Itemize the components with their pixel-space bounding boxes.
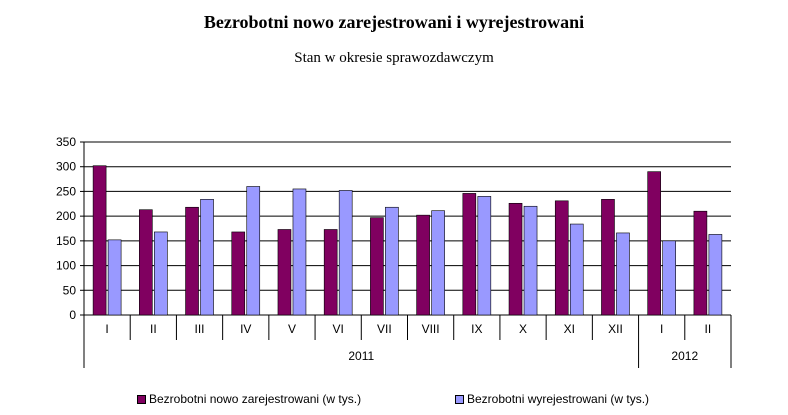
y-tick-label: 100 xyxy=(56,259,76,273)
x-tick-label: XI xyxy=(564,322,575,336)
bar-series2-10 xyxy=(569,223,584,316)
y-tick-label: 350 xyxy=(56,135,76,149)
legend-item-series1: Bezrobotni nowo zarejestrowani (w tys.) xyxy=(137,392,361,406)
chart-title: Bezrobotni nowo zarejestrowani i wyrejes… xyxy=(203,12,585,32)
legend-label-series2: Bezrobotni wyrejestrowani (w tys.) xyxy=(467,392,650,406)
bar-series1-8 xyxy=(462,193,477,316)
bar-series2-11 xyxy=(616,232,630,316)
x-tick-label: III xyxy=(195,322,205,336)
y-tick-label: 200 xyxy=(56,209,76,223)
group-label: 2011 xyxy=(348,349,374,363)
bar-series1-0 xyxy=(92,165,107,316)
bar-series2-7 xyxy=(431,210,445,316)
x-tick-label: IV xyxy=(240,322,251,336)
bar-series2-9 xyxy=(523,205,538,316)
x-tick-label: VIII xyxy=(422,322,440,336)
bar-series2-13 xyxy=(708,234,723,316)
x-tick-label: I xyxy=(105,322,108,336)
x-tick-label: II xyxy=(150,322,157,336)
bar-series1-13 xyxy=(693,210,708,316)
bar-series1-11 xyxy=(601,199,615,316)
bar-series2-4 xyxy=(292,188,307,316)
bar-series1-6 xyxy=(370,217,384,316)
x-tick-label: I xyxy=(660,322,663,336)
x-tick-label: VII xyxy=(377,322,392,336)
y-tick-label: 300 xyxy=(56,160,76,174)
bar-series2-2 xyxy=(200,199,214,316)
legend-swatch-series2 xyxy=(455,394,464,404)
bar-series2-8 xyxy=(477,196,492,316)
bar-series2-12 xyxy=(662,240,676,316)
bar-series1-12 xyxy=(647,171,661,316)
legend-swatch-series1 xyxy=(137,394,146,404)
bar-series2-3 xyxy=(246,186,261,316)
x-tick-label: X xyxy=(519,322,527,336)
y-tick-label: 50 xyxy=(63,283,77,297)
legend-item-series2: Bezrobotni wyrejestrowani (w tys.) xyxy=(455,392,649,406)
bar-series1-4 xyxy=(277,229,292,316)
y-tick-label: 150 xyxy=(56,234,76,248)
x-tick-label: IX xyxy=(471,322,482,336)
x-tick-label: VI xyxy=(333,322,344,336)
x-tick-label: II xyxy=(705,322,712,336)
bar-series1-7 xyxy=(416,214,430,316)
legend-label-series1: Bezrobotni nowo zarejestrowani (w tys.) xyxy=(149,392,362,406)
y-tick-label: 250 xyxy=(56,184,76,198)
group-label: 2012 xyxy=(671,349,698,363)
bar-series1-1 xyxy=(139,209,153,316)
legend: Bezrobotni nowo zarejestrowani (w tys.) … xyxy=(0,392,788,410)
x-tick-label: V xyxy=(288,322,296,336)
bar-series1-9 xyxy=(508,202,523,316)
y-tick-label: 0 xyxy=(69,308,76,322)
bar-series1-3 xyxy=(231,231,246,316)
bar-series2-1 xyxy=(154,231,168,316)
bar-series2-0 xyxy=(107,239,122,316)
bar-series1-2 xyxy=(185,206,199,316)
bar-series1-10 xyxy=(554,200,569,316)
bar-series2-5 xyxy=(338,190,353,316)
chart-subtitle: Stan w okresie sprawozdawczym xyxy=(294,50,494,66)
bar-series2-6 xyxy=(385,206,399,316)
bar-series1-5 xyxy=(323,229,338,316)
x-tick-label: XII xyxy=(608,322,623,336)
